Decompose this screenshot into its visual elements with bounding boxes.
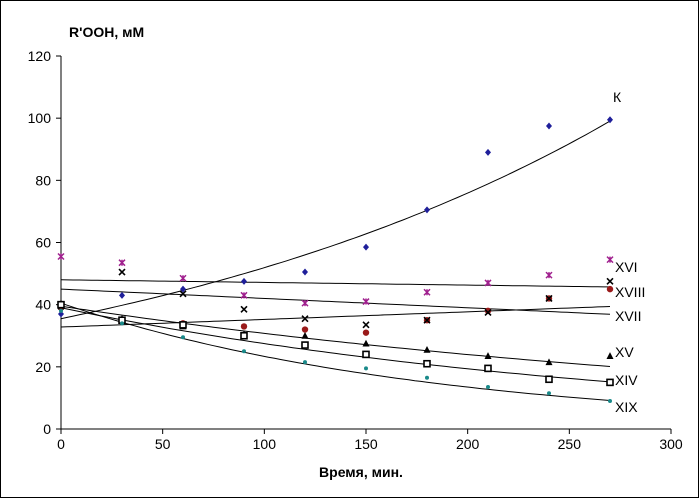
y-axis-title: R'OOH, мМ [69, 24, 144, 40]
series-1-point [484, 279, 492, 287]
series-4-point [484, 352, 492, 359]
series-6-point [425, 375, 429, 380]
series-1-point [57, 252, 65, 261]
series-5-point [606, 378, 614, 387]
series-0-label: К [613, 89, 622, 105]
series-4-trend-line [60, 305, 611, 367]
series-4-point [545, 358, 553, 366]
series-4-label: XV [615, 344, 634, 360]
series-1-point [301, 299, 309, 307]
series-5-point [362, 350, 370, 359]
series-1-point [606, 256, 614, 264]
series-3-point [362, 321, 370, 329]
series-5-point [301, 341, 309, 349]
y-tick-label: 60 [35, 235, 51, 251]
series-4-point [362, 339, 370, 347]
series-2-point [301, 326, 309, 333]
trend-lines [60, 120, 611, 401]
series-0-point [424, 206, 430, 214]
series-5-point [545, 375, 553, 384]
data-points [57, 116, 614, 404]
series-5-point [423, 359, 431, 368]
series-1-point [362, 298, 370, 306]
series-5-point [57, 300, 65, 309]
series-labels: К XVI XVIII XVII XV XIV XIX [613, 89, 645, 415]
series-3-point [118, 268, 126, 276]
series-3-point [423, 316, 431, 324]
series-2-point [484, 307, 492, 315]
series-1-trend-line [60, 279, 610, 288]
series-3-point [484, 308, 492, 317]
series-6-point [486, 385, 490, 390]
series-2-label: XVIII [615, 284, 645, 300]
y-tick-label: 40 [35, 297, 51, 313]
series-3-point [240, 305, 248, 313]
series-0-point [302, 268, 308, 276]
series-4-point [301, 331, 309, 339]
x-tick-label: 0 [57, 436, 65, 452]
series-0-trend-line [60, 120, 611, 320]
series-6-point [181, 335, 185, 340]
series-1-point [423, 288, 431, 296]
series-0-point [363, 243, 369, 251]
series-3-trend-line [60, 288, 611, 315]
series-6-trend-line [60, 302, 611, 401]
series-0-point [119, 291, 125, 299]
y-tick-label: 0 [43, 421, 51, 437]
series-3-point [179, 290, 187, 298]
series-2-point [240, 323, 248, 330]
x-tick-label: 250 [558, 436, 582, 452]
series-6-point [242, 349, 246, 354]
series-6-point [547, 391, 551, 396]
series-0-point [58, 310, 64, 318]
x-tick-label: 50 [155, 436, 171, 452]
y-tick-label: 20 [35, 359, 51, 375]
series-3-point [606, 277, 614, 285]
series-3-point [301, 315, 309, 323]
series-0-point [485, 148, 491, 156]
series-1-point [240, 291, 248, 299]
y-tick-label: 80 [35, 172, 51, 188]
series-1-point [545, 271, 553, 279]
series-6-point [59, 308, 63, 313]
series-5-label: XIV [615, 372, 638, 388]
series-0-point [241, 277, 247, 285]
series-6-point [364, 366, 368, 371]
series-3-label: XVII [615, 308, 641, 324]
series-0-point [607, 116, 613, 124]
series-5-point [484, 364, 492, 373]
series-6-point [120, 321, 124, 326]
series-4-point [606, 352, 614, 359]
series-5-trend-line [60, 307, 611, 383]
x-tick-label: 150 [354, 436, 378, 452]
series-5-point [240, 331, 248, 340]
series-2-point [606, 285, 614, 293]
series-6-point [303, 360, 307, 365]
series-3-point [545, 294, 553, 303]
series-6-label: XIX [615, 399, 638, 415]
x-tick-label: 100 [253, 436, 277, 452]
series-6-point [608, 399, 612, 404]
x-tick-label: 300 [659, 436, 683, 452]
series-1-label: XVI [615, 259, 638, 275]
series-2-point [362, 329, 370, 336]
series-5-point [179, 321, 187, 329]
axes: 0 20 40 60 80 100 120 0 50 100 150 200 250 300 [28, 48, 683, 452]
x-tick-label: 200 [456, 436, 480, 452]
series-1-point [118, 259, 126, 267]
series-0-point [180, 285, 186, 293]
series-0-point [546, 122, 552, 130]
y-tick-label: 120 [28, 48, 52, 64]
y-tick-label: 100 [28, 110, 52, 126]
series-1-point [179, 274, 187, 282]
series-4-point [423, 345, 431, 353]
x-axis-title: Время, мин. [319, 464, 403, 480]
